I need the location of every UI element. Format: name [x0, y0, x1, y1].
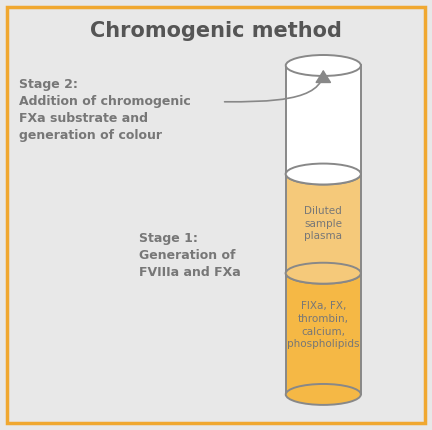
- Ellipse shape: [286, 384, 361, 405]
- Bar: [286, 65, 361, 174]
- Text: Stage 2:
Addition of chromogenic
FXa substrate and
generation of colour: Stage 2: Addition of chromogenic FXa sub…: [19, 78, 191, 142]
- Ellipse shape: [286, 163, 361, 184]
- Ellipse shape: [286, 163, 361, 184]
- Bar: [286, 273, 361, 394]
- Ellipse shape: [286, 263, 361, 284]
- FancyArrowPatch shape: [225, 71, 330, 102]
- Text: Diluted
sample
plasma: Diluted sample plasma: [304, 206, 342, 241]
- Bar: [286, 174, 361, 273]
- Text: Chromogenic method: Chromogenic method: [90, 22, 342, 41]
- Ellipse shape: [286, 55, 361, 76]
- Text: Stage 1:
Generation of
FVIIIa and FXa: Stage 1: Generation of FVIIIa and FXa: [139, 232, 241, 279]
- Ellipse shape: [286, 263, 361, 284]
- Text: FIXa, FX,
thrombin,
calcium,
phospholipids: FIXa, FX, thrombin, calcium, phospholipi…: [287, 301, 359, 350]
